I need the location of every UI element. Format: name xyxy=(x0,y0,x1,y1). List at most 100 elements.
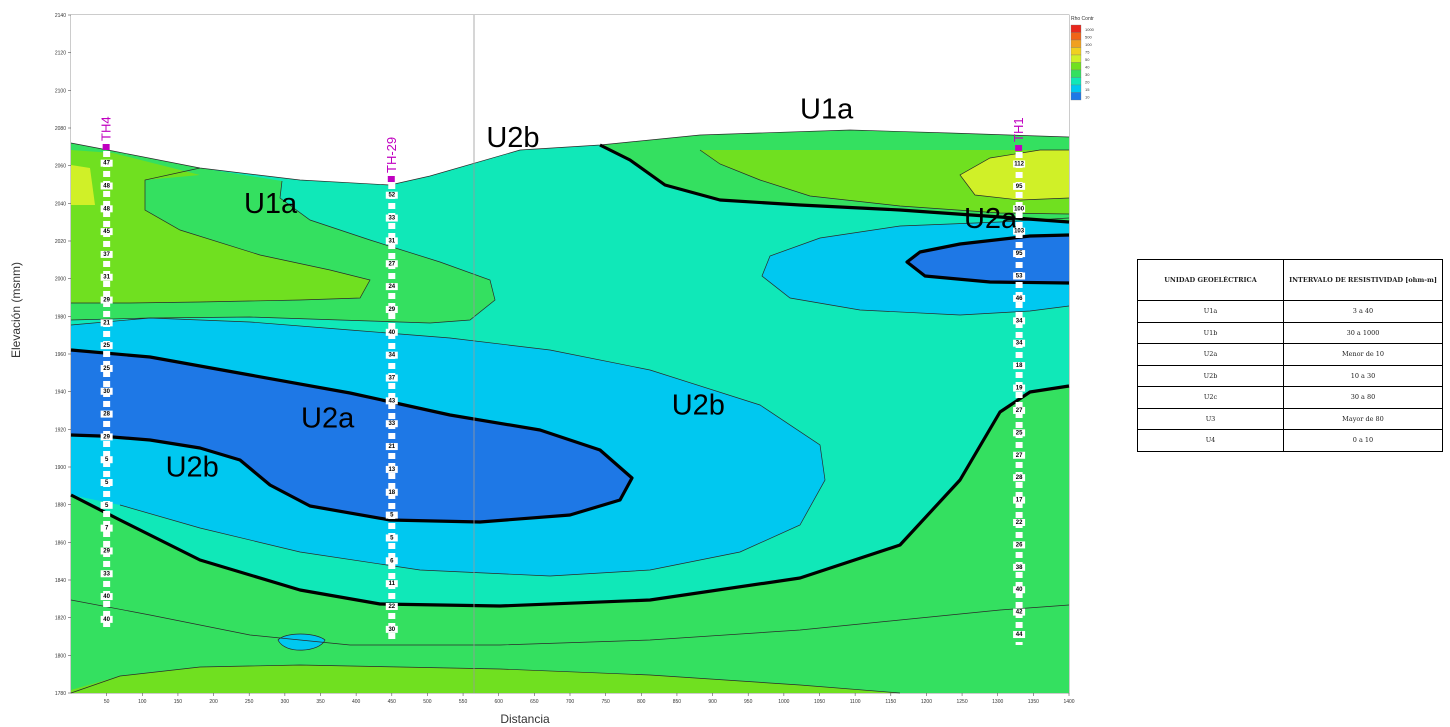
legend-swatch xyxy=(1070,77,1082,86)
borehole-value-bg xyxy=(1013,294,1026,302)
table-cell-unit: U1b xyxy=(1137,321,1284,344)
borehole-value: 53 xyxy=(1016,273,1023,279)
legend-label: 10 xyxy=(1085,95,1090,100)
x-tick-label: 450 xyxy=(388,699,397,705)
borehole-marker xyxy=(1015,145,1023,151)
borehole-value: 95 xyxy=(1016,251,1023,257)
borehole-label: TH1 xyxy=(1011,117,1026,142)
table-header-row: UNIDAD GEOELÉCTRICA INTERVALO DE RESISTI… xyxy=(1137,259,1443,301)
borehole-value-bg xyxy=(100,387,113,395)
borehole-value: 29 xyxy=(388,307,395,313)
table-cell-range: 10 a 30 xyxy=(1283,364,1443,387)
table-cell-unit: U4 xyxy=(1137,429,1284,452)
table-cell-range: 30 a 80 xyxy=(1283,386,1443,409)
borehole-value: 5 xyxy=(105,457,109,463)
borehole-value: 95 xyxy=(1016,184,1023,190)
borehole-value-bg xyxy=(100,319,113,327)
borehole-value: 40 xyxy=(103,594,110,600)
borehole-value-bg xyxy=(385,511,398,519)
borehole-value: 13 xyxy=(388,467,395,473)
borehole-value: 31 xyxy=(103,275,110,281)
borehole-marker xyxy=(102,144,110,150)
zone-fill-verylow-left xyxy=(71,350,632,522)
borehole-value-bg xyxy=(100,479,113,487)
table-cell-range: 30 a 1000 xyxy=(1283,321,1443,344)
borehole-value: 43 xyxy=(388,398,395,404)
table-cell-range: Menor de 10 xyxy=(1283,343,1443,366)
zone-fill-veryhigh-right xyxy=(960,150,1069,200)
table-cell-range: 3 a 40 xyxy=(1283,300,1443,323)
borehole-value: 29 xyxy=(103,434,110,440)
zone-labels: U1a U2b U1a U2a U2a U2b U2b xyxy=(166,94,1018,484)
borehole-value: 34 xyxy=(1016,341,1023,347)
borehole-label: TH-29 xyxy=(384,137,399,173)
y-tick-label: 1820 xyxy=(55,616,66,622)
borehole-value-bg xyxy=(100,593,113,601)
borehole-value-bg xyxy=(1013,182,1026,190)
table-row: U2b 10 a 30 xyxy=(1137,364,1443,387)
borehole-value-bg xyxy=(1013,586,1026,594)
borehole-value: 34 xyxy=(1016,318,1023,324)
y-tick-label: 2100 xyxy=(55,88,66,94)
borehole-value: 24 xyxy=(388,284,395,290)
x-tick-label: 1250 xyxy=(957,699,968,705)
contour-lines xyxy=(70,129,1070,694)
borehole-value: 21 xyxy=(388,444,395,450)
borehole-value-bg xyxy=(100,570,113,578)
borehole-value-bg xyxy=(385,374,398,382)
borehole-value-bg xyxy=(100,182,113,190)
x-tick-label: 350 xyxy=(316,699,325,705)
borehole-value: 28 xyxy=(1016,475,1023,481)
borehole-value: 45 xyxy=(103,229,110,235)
borehole-value: 22 xyxy=(1016,520,1023,526)
legend-swatch xyxy=(1070,54,1082,63)
y-tick-label: 1900 xyxy=(55,465,66,471)
table-row: U1b 30 a 1000 xyxy=(1137,321,1443,344)
y-tick-label: 1940 xyxy=(55,390,66,396)
legend-label: 20 xyxy=(1085,80,1090,85)
zone-label: U1a xyxy=(244,188,298,220)
borehole-value: 38 xyxy=(1016,565,1023,571)
y-tick-label: 1780 xyxy=(55,691,66,697)
y-tick-label: 2120 xyxy=(55,51,66,57)
table-cell-unit: U2b xyxy=(1137,364,1284,387)
borehole-value: 22 xyxy=(388,604,395,610)
x-tick-label: 250 xyxy=(245,699,254,705)
x-tick-label: 650 xyxy=(530,699,539,705)
x-tick-label: 1100 xyxy=(850,699,861,705)
table-row: U2a Menor de 10 xyxy=(1137,343,1443,366)
borehole-value: 100 xyxy=(1014,206,1025,212)
zone-label: U2a xyxy=(301,402,355,434)
borehole-value: 30 xyxy=(388,627,395,633)
legend-swatch xyxy=(1070,24,1082,33)
table-header-range: INTERVALO DE RESISTIVIDAD [ohm-m] xyxy=(1283,259,1443,301)
zone-label: U2b xyxy=(486,122,539,154)
x-tick-label: 500 xyxy=(423,699,432,705)
x-tick-label: 850 xyxy=(673,699,682,705)
legend-swatch xyxy=(1070,39,1082,48)
borehole-value-bg xyxy=(385,214,398,222)
borehole-value-bg xyxy=(385,305,398,313)
borehole-value-bg xyxy=(385,580,398,588)
borehole-value-bg xyxy=(385,557,398,565)
x-tick-label: 1000 xyxy=(778,699,789,705)
borehole-value: 25 xyxy=(103,366,110,372)
y-tick-label: 2040 xyxy=(55,201,66,207)
borehole-value-bg xyxy=(100,228,113,236)
x-tick-label: 750 xyxy=(601,699,610,705)
y-tick-label: 1920 xyxy=(55,427,66,433)
borehole-value: 30 xyxy=(103,389,110,395)
borehole-value: 6 xyxy=(390,558,394,564)
borehole-value-bg xyxy=(1013,451,1026,459)
borehole-value-bg xyxy=(1013,608,1026,616)
borehole-value: 34 xyxy=(388,353,395,359)
legend-label: 15 xyxy=(1085,87,1090,92)
table-cell-unit: U2a xyxy=(1137,343,1284,366)
table-cell-unit: U3 xyxy=(1137,407,1284,430)
borehole-value-bg xyxy=(1013,205,1026,213)
borehole-value: 40 xyxy=(1016,587,1023,593)
zone-fill-bottom-patch xyxy=(278,634,325,651)
x-tick-label: 200 xyxy=(209,699,218,705)
borehole-value-bg xyxy=(100,342,113,350)
